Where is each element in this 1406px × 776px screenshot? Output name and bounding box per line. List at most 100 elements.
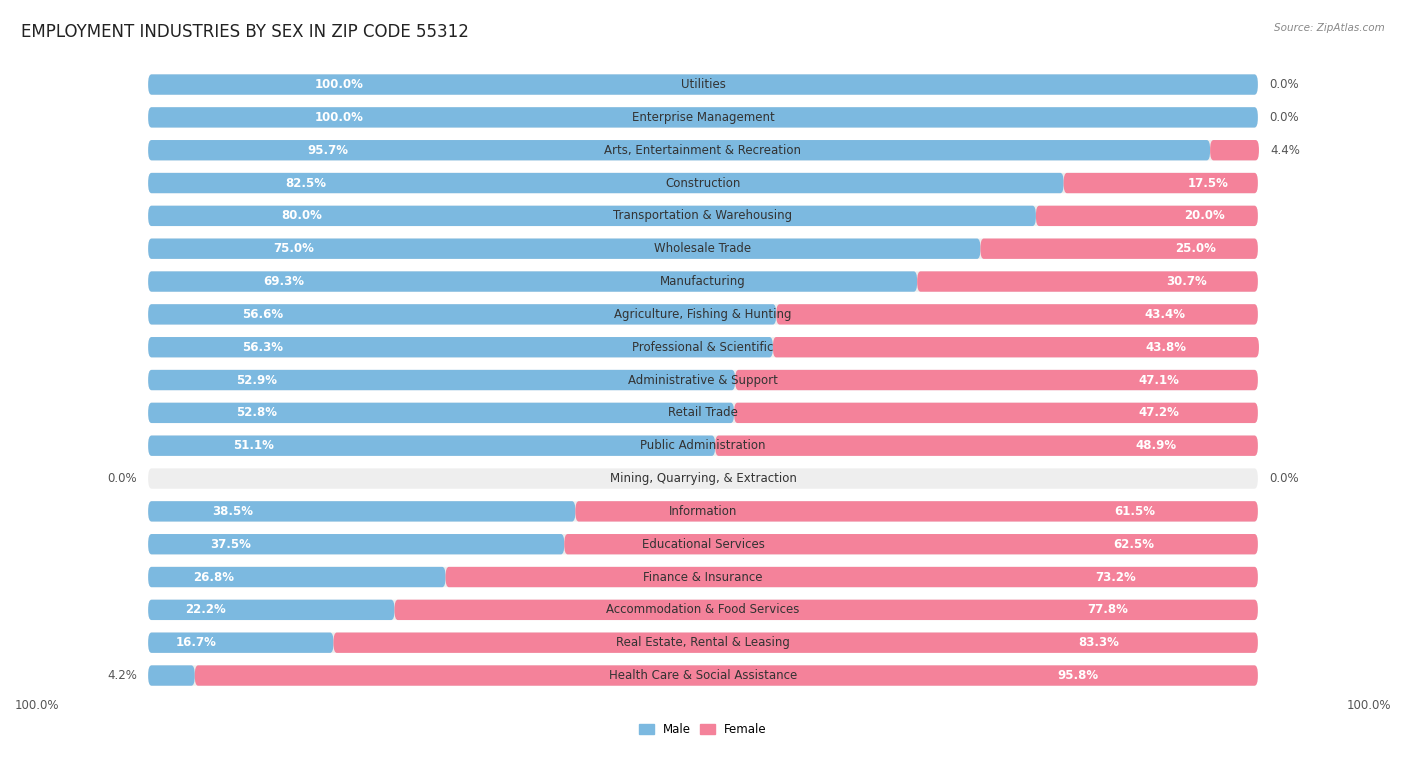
Text: 62.5%: 62.5%	[1112, 538, 1154, 551]
FancyBboxPatch shape	[148, 501, 1258, 521]
FancyBboxPatch shape	[148, 304, 1258, 324]
FancyBboxPatch shape	[148, 403, 1258, 423]
FancyBboxPatch shape	[148, 272, 917, 292]
FancyBboxPatch shape	[148, 370, 735, 390]
Text: 22.2%: 22.2%	[186, 604, 226, 616]
Text: 47.2%: 47.2%	[1139, 407, 1180, 419]
Text: Enterprise Management: Enterprise Management	[631, 111, 775, 124]
Text: 0.0%: 0.0%	[1270, 111, 1299, 124]
FancyBboxPatch shape	[148, 107, 1258, 127]
FancyBboxPatch shape	[148, 501, 575, 521]
Text: 0.0%: 0.0%	[107, 472, 136, 485]
Text: 4.4%: 4.4%	[1270, 144, 1301, 157]
Text: Arts, Entertainment & Recreation: Arts, Entertainment & Recreation	[605, 144, 801, 157]
FancyBboxPatch shape	[195, 665, 1258, 686]
FancyBboxPatch shape	[148, 304, 776, 324]
FancyBboxPatch shape	[148, 107, 1258, 127]
FancyBboxPatch shape	[148, 206, 1036, 226]
Text: 52.8%: 52.8%	[236, 407, 277, 419]
FancyBboxPatch shape	[148, 632, 333, 653]
Text: Agriculture, Fishing & Hunting: Agriculture, Fishing & Hunting	[614, 308, 792, 320]
FancyBboxPatch shape	[148, 534, 564, 554]
Text: 0.0%: 0.0%	[1270, 472, 1299, 485]
Text: Construction: Construction	[665, 177, 741, 189]
Text: 75.0%: 75.0%	[273, 242, 314, 255]
FancyBboxPatch shape	[980, 238, 1258, 259]
Text: 73.2%: 73.2%	[1095, 570, 1136, 584]
Text: 16.7%: 16.7%	[176, 636, 217, 650]
Text: 82.5%: 82.5%	[285, 177, 326, 189]
FancyBboxPatch shape	[148, 435, 1258, 456]
Text: Health Care & Social Assistance: Health Care & Social Assistance	[609, 669, 797, 682]
FancyBboxPatch shape	[148, 74, 1258, 95]
FancyBboxPatch shape	[1036, 206, 1258, 226]
FancyBboxPatch shape	[917, 272, 1258, 292]
FancyBboxPatch shape	[148, 665, 1258, 686]
Text: Source: ZipAtlas.com: Source: ZipAtlas.com	[1274, 23, 1385, 33]
Text: 0.0%: 0.0%	[1270, 78, 1299, 91]
FancyBboxPatch shape	[776, 304, 1258, 324]
Text: 95.7%: 95.7%	[308, 144, 349, 157]
Text: Retail Trade: Retail Trade	[668, 407, 738, 419]
Text: 37.5%: 37.5%	[211, 538, 252, 551]
Text: Transportation & Warehousing: Transportation & Warehousing	[613, 210, 793, 223]
Text: 80.0%: 80.0%	[281, 210, 322, 223]
FancyBboxPatch shape	[148, 337, 1258, 358]
Text: 100.0%: 100.0%	[1347, 699, 1391, 712]
Text: Educational Services: Educational Services	[641, 538, 765, 551]
FancyBboxPatch shape	[773, 337, 1258, 358]
Text: 26.8%: 26.8%	[193, 570, 233, 584]
Text: 100.0%: 100.0%	[315, 111, 364, 124]
FancyBboxPatch shape	[148, 600, 1258, 620]
Text: EMPLOYMENT INDUSTRIES BY SEX IN ZIP CODE 55312: EMPLOYMENT INDUSTRIES BY SEX IN ZIP CODE…	[21, 23, 470, 41]
Text: Accommodation & Food Services: Accommodation & Food Services	[606, 604, 800, 616]
FancyBboxPatch shape	[148, 600, 395, 620]
Text: 43.4%: 43.4%	[1144, 308, 1185, 320]
FancyBboxPatch shape	[148, 566, 446, 587]
Text: 100.0%: 100.0%	[15, 699, 59, 712]
FancyBboxPatch shape	[148, 403, 734, 423]
Text: Manufacturing: Manufacturing	[661, 275, 745, 288]
Text: Wholesale Trade: Wholesale Trade	[654, 242, 752, 255]
FancyBboxPatch shape	[148, 337, 773, 358]
FancyBboxPatch shape	[148, 534, 1258, 554]
Text: Professional & Scientific: Professional & Scientific	[633, 341, 773, 354]
FancyBboxPatch shape	[446, 566, 1258, 587]
Text: Public Administration: Public Administration	[640, 439, 766, 452]
Text: 77.8%: 77.8%	[1087, 604, 1129, 616]
Text: 47.1%: 47.1%	[1139, 373, 1180, 386]
Text: 69.3%: 69.3%	[263, 275, 305, 288]
FancyBboxPatch shape	[148, 173, 1258, 193]
FancyBboxPatch shape	[1211, 140, 1258, 161]
FancyBboxPatch shape	[148, 632, 1258, 653]
Text: Administrative & Support: Administrative & Support	[628, 373, 778, 386]
Text: 25.0%: 25.0%	[1175, 242, 1216, 255]
FancyBboxPatch shape	[148, 370, 1258, 390]
FancyBboxPatch shape	[734, 403, 1258, 423]
FancyBboxPatch shape	[148, 140, 1211, 161]
Text: Real Estate, Rental & Leasing: Real Estate, Rental & Leasing	[616, 636, 790, 650]
FancyBboxPatch shape	[395, 600, 1258, 620]
Text: 100.0%: 100.0%	[315, 78, 364, 91]
Text: 48.9%: 48.9%	[1135, 439, 1177, 452]
FancyBboxPatch shape	[716, 435, 1258, 456]
FancyBboxPatch shape	[148, 173, 1064, 193]
FancyBboxPatch shape	[148, 665, 195, 686]
Text: 17.5%: 17.5%	[1188, 177, 1229, 189]
FancyBboxPatch shape	[148, 140, 1258, 161]
Text: 38.5%: 38.5%	[212, 505, 253, 518]
Text: Utilities: Utilities	[681, 78, 725, 91]
FancyBboxPatch shape	[575, 501, 1258, 521]
Legend: Male, Female: Male, Female	[634, 719, 772, 741]
FancyBboxPatch shape	[148, 74, 1258, 95]
FancyBboxPatch shape	[564, 534, 1258, 554]
FancyBboxPatch shape	[333, 632, 1258, 653]
Text: 52.9%: 52.9%	[236, 373, 277, 386]
FancyBboxPatch shape	[735, 370, 1258, 390]
FancyBboxPatch shape	[148, 469, 1258, 489]
Text: Finance & Insurance: Finance & Insurance	[644, 570, 762, 584]
Text: Mining, Quarrying, & Extraction: Mining, Quarrying, & Extraction	[610, 472, 796, 485]
Text: 95.8%: 95.8%	[1057, 669, 1098, 682]
FancyBboxPatch shape	[148, 435, 716, 456]
FancyBboxPatch shape	[148, 238, 980, 259]
